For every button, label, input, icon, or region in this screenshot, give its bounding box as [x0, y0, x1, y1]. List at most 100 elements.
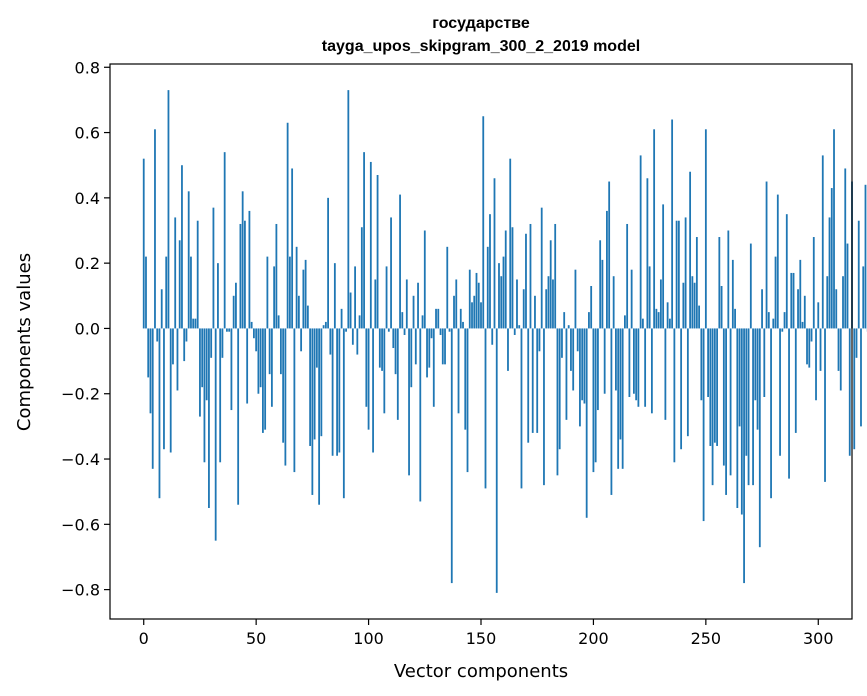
x-tick-label: 100	[353, 629, 384, 648]
bar	[327, 197, 329, 329]
bar	[270, 328, 273, 407]
bar	[686, 328, 689, 437]
bar	[603, 328, 606, 394]
bar	[295, 246, 298, 329]
bar	[799, 259, 802, 329]
bar	[531, 328, 534, 433]
bar	[369, 161, 372, 329]
bar	[313, 328, 316, 440]
bar	[489, 214, 491, 329]
bar	[468, 269, 471, 329]
bar	[543, 328, 545, 486]
bar	[381, 328, 383, 371]
bar	[729, 328, 732, 476]
bar	[756, 328, 759, 430]
bar	[291, 168, 294, 329]
bar	[277, 315, 280, 329]
x-tick-label: 150	[466, 629, 497, 648]
bar	[704, 129, 707, 329]
bar	[525, 233, 527, 329]
bar	[448, 328, 451, 332]
bar	[208, 328, 210, 508]
bar	[250, 321, 253, 329]
bar	[567, 325, 570, 329]
bar	[192, 318, 195, 329]
y-tick-label: 0.4	[75, 189, 100, 208]
bar	[354, 266, 356, 329]
bar	[740, 328, 743, 515]
bar	[583, 328, 586, 404]
bar	[178, 240, 181, 329]
bar	[311, 328, 314, 495]
bar	[824, 328, 826, 482]
bar	[351, 328, 354, 345]
bar	[581, 328, 584, 401]
bar	[423, 230, 426, 329]
bar	[185, 328, 188, 342]
bar	[203, 328, 206, 463]
bar	[441, 328, 444, 365]
bar	[792, 272, 795, 329]
bar	[794, 328, 797, 433]
bar	[666, 302, 669, 329]
bar	[455, 279, 458, 329]
bar	[405, 279, 408, 329]
x-tick-label: 300	[803, 629, 834, 648]
bar	[504, 230, 507, 329]
bar	[201, 328, 204, 388]
bar	[163, 328, 165, 450]
bar	[262, 328, 264, 433]
bar	[702, 328, 705, 522]
bar	[844, 168, 847, 329]
bars-group	[142, 90, 867, 593]
bar	[608, 181, 611, 329]
bar	[226, 328, 228, 332]
bar	[855, 328, 858, 358]
bar	[547, 276, 550, 329]
bar	[846, 243, 849, 329]
bar	[788, 328, 790, 479]
bar	[491, 328, 494, 345]
bar	[633, 328, 635, 394]
bar	[727, 230, 730, 329]
bar	[241, 191, 244, 329]
bar	[268, 328, 271, 375]
bar	[306, 305, 309, 329]
bar	[239, 223, 242, 329]
bar	[444, 328, 446, 365]
bar	[302, 269, 305, 329]
bar	[549, 240, 552, 329]
bar	[659, 279, 662, 329]
bar	[765, 181, 768, 329]
bar	[288, 256, 291, 329]
chart-title-line1: государстве	[432, 15, 530, 32]
bar	[446, 246, 449, 329]
bar	[682, 282, 685, 329]
bar	[417, 282, 419, 329]
bar	[336, 328, 338, 456]
x-axis-ticks: 0 50 100 150 200 250 300	[139, 619, 834, 648]
bar	[725, 328, 727, 495]
bar	[273, 266, 276, 329]
bar	[399, 194, 401, 329]
bar	[286, 122, 289, 329]
bar	[378, 328, 381, 368]
bar	[808, 328, 811, 368]
bar	[408, 328, 410, 476]
bar	[284, 328, 287, 466]
bar	[324, 321, 327, 329]
bar	[275, 223, 278, 329]
y-tick-label: −0.2	[61, 385, 100, 404]
bar	[145, 256, 147, 329]
bar	[639, 155, 642, 329]
y-tick-label: 0.2	[75, 254, 100, 273]
bar	[322, 325, 325, 329]
bar	[664, 328, 667, 420]
bar	[513, 328, 516, 335]
bar	[264, 328, 267, 430]
y-tick-label: −0.8	[61, 581, 100, 600]
bar	[797, 289, 799, 329]
x-tick-label: 0	[139, 629, 149, 648]
bar	[565, 328, 568, 420]
